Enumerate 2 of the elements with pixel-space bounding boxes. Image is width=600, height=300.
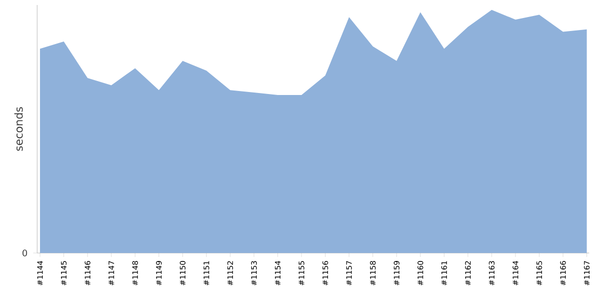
y-axis-title: seconds: [14, 107, 23, 151]
text: 0: [22, 250, 28, 256]
